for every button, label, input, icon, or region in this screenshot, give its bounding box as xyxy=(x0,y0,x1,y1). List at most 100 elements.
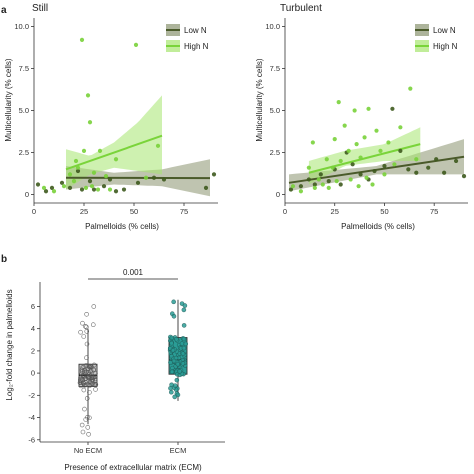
box-point xyxy=(171,358,177,364)
legend-high-n-label: High N xyxy=(184,42,209,51)
still-low-n-point xyxy=(101,184,107,189)
box-point xyxy=(169,335,175,341)
box-y-tick-label: 0 xyxy=(31,369,35,378)
turbulent-chart: Turbulent 0 25 50 75 0 2.5 5.0 7.5 10.0 Palmello… xyxy=(255,3,468,231)
turbulent-low-n-point xyxy=(442,170,447,175)
still-high-n-point xyxy=(87,120,93,125)
box-point xyxy=(81,369,87,375)
turbulent-high-n-fit-line xyxy=(308,143,421,174)
box-point xyxy=(80,429,86,435)
turbulent-x-tick-label: 0 xyxy=(283,207,287,216)
turbulent-low-n-point xyxy=(326,179,331,184)
box-point xyxy=(86,374,92,379)
box-point xyxy=(89,381,94,386)
turbulent-low-n-point xyxy=(406,167,411,172)
still-high-n-point xyxy=(51,189,57,194)
turbulent-high-n-point xyxy=(378,148,383,153)
box-point xyxy=(77,380,83,386)
still-legend: Low N High N xyxy=(166,24,209,52)
still-high-n-point xyxy=(133,42,139,48)
still-low-n-point xyxy=(135,180,141,185)
turbulent-y-tick-label: 2.5 xyxy=(270,148,280,157)
box-point xyxy=(80,380,86,385)
turbulent-high-n-point xyxy=(354,142,359,147)
still-low-n-point xyxy=(113,189,119,194)
box-point xyxy=(177,369,182,374)
turbulent-low-n-point xyxy=(350,162,355,167)
turbulent-low-n-point xyxy=(306,177,311,182)
still-low-n-point xyxy=(35,182,41,187)
still-high-n-point xyxy=(61,184,67,189)
box-point xyxy=(85,414,90,420)
turbulent-y-tick-label: 5.0 xyxy=(270,106,280,115)
box-point xyxy=(87,363,93,369)
legend-low-n-label: Low N xyxy=(433,26,456,35)
still-high-n-point xyxy=(89,184,95,189)
still-low-n-point xyxy=(91,187,97,192)
still-low-n-point xyxy=(121,187,127,192)
box-category-label: ECM xyxy=(170,446,187,455)
turbulent-high-n-point xyxy=(366,106,371,111)
turbulent-high-n-point xyxy=(290,184,296,189)
still-x-tick-label: 0 xyxy=(32,207,36,216)
box-point xyxy=(93,382,98,388)
turbulent-low-n-point xyxy=(398,148,403,153)
still-high-n-point xyxy=(81,148,87,153)
still-low-n-point xyxy=(107,177,113,182)
box-point xyxy=(84,311,89,317)
box-point xyxy=(87,390,92,395)
turbulent-high-n-point xyxy=(362,135,367,140)
turbulent-title: Turbulent xyxy=(280,3,322,14)
box-point xyxy=(171,299,176,305)
box-point xyxy=(84,341,90,347)
box-point xyxy=(78,383,84,389)
turbulent-high-n-point xyxy=(408,86,413,91)
box-point xyxy=(86,364,92,369)
still-y-tick-label: 2.5 xyxy=(19,148,29,157)
box-point xyxy=(81,334,87,339)
still-low-n-point xyxy=(203,185,209,190)
box-point xyxy=(174,336,179,342)
still-low-n-point xyxy=(151,175,157,180)
turbulent-x-tick-label: 25 xyxy=(331,207,339,216)
box-point xyxy=(87,415,92,421)
turbulent-low-n-point xyxy=(426,165,431,170)
box-point xyxy=(82,406,87,412)
box-point xyxy=(171,314,177,319)
turbulent-high-n-point xyxy=(352,108,357,113)
turbulent-low-n-point xyxy=(414,170,419,175)
turbulent-low-n-point xyxy=(318,172,323,177)
still-high-n-fit-line xyxy=(65,134,163,171)
turbulent-x-tick-label: 50 xyxy=(380,207,388,216)
p-value-label: 0.001 xyxy=(123,268,144,277)
still-low-n-point xyxy=(211,172,217,177)
still-high-n-point xyxy=(71,179,77,184)
box-point xyxy=(169,389,174,395)
turbulent-high-n-point xyxy=(356,184,361,189)
turbulent-legend: Low N High N xyxy=(415,24,458,52)
turbulent-low-n-point xyxy=(358,172,363,177)
still-low-n-point xyxy=(87,179,93,184)
turbulent-high-n-point xyxy=(298,189,304,194)
still-high-n-point xyxy=(75,165,81,170)
box-point xyxy=(80,320,85,326)
turbulent-x-axis-label: Palmelloids (% cells) xyxy=(341,222,415,231)
turbulent-high-n-point xyxy=(346,148,351,153)
box-x-axis-label: Presence of extracellular matrix (ECM) xyxy=(64,463,202,472)
legend-high-n-label: High N xyxy=(433,42,458,51)
box-point xyxy=(84,355,89,360)
turbulent-high-n-point xyxy=(306,165,311,170)
box-point xyxy=(93,371,98,376)
still-high-n-point xyxy=(143,175,149,180)
turbulent-low-n-point xyxy=(372,168,377,174)
box-point xyxy=(179,341,185,346)
box-point xyxy=(78,375,83,381)
still-y-tick-label: 10.0 xyxy=(14,22,29,31)
still-low-n-point xyxy=(79,187,85,192)
box-y-tick-label: -6 xyxy=(28,435,35,444)
box-point xyxy=(183,341,189,347)
turbulent-low-n-point xyxy=(453,158,459,164)
panel-label-b: b xyxy=(1,254,7,265)
still-high-n-point xyxy=(113,157,119,162)
